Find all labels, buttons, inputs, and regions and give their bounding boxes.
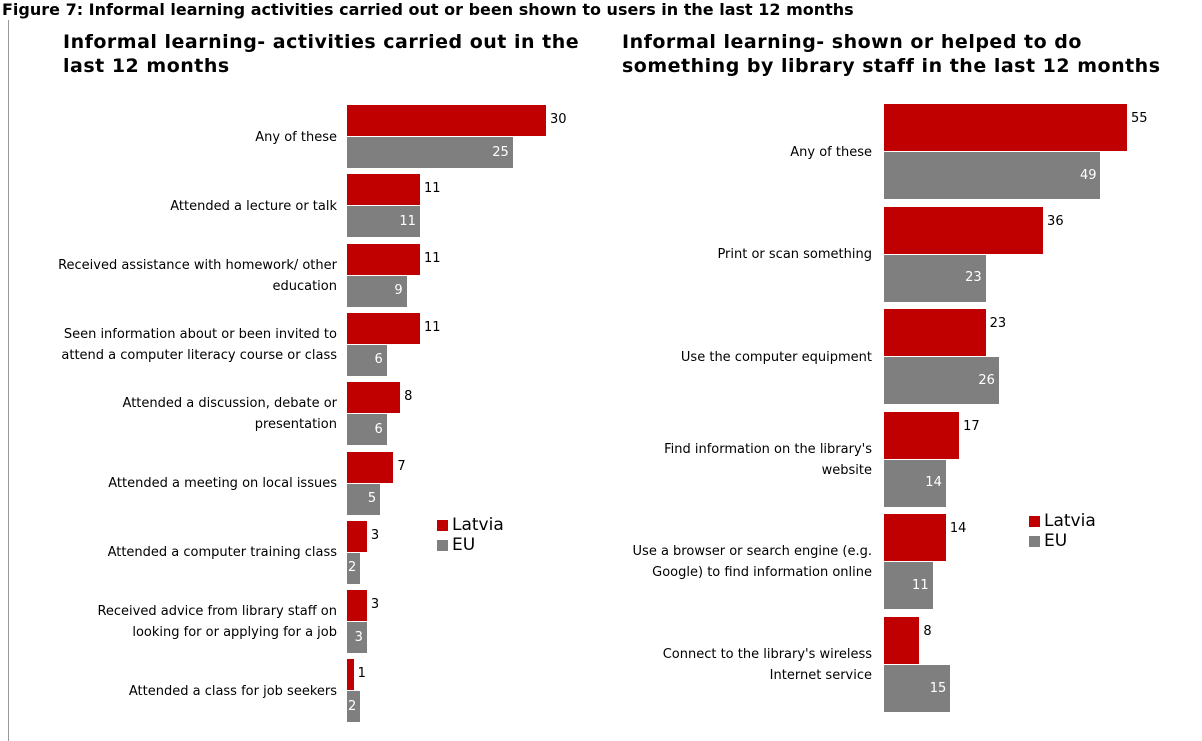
bar bbox=[347, 344, 387, 376]
legend-item: Latvia bbox=[437, 515, 504, 535]
value-label: 23 bbox=[965, 270, 982, 286]
value-label: 55 bbox=[1131, 111, 1148, 126]
bar bbox=[884, 254, 986, 302]
value-label: 11 bbox=[399, 213, 416, 229]
value-label: 2 bbox=[347, 560, 357, 576]
frame bbox=[8, 20, 9, 741]
value-label: 14 bbox=[925, 475, 942, 491]
category-label: Use a browser or search engine (e.g. Goo… bbox=[632, 544, 872, 581]
chart-title: Informal learning- activities carried ou… bbox=[63, 31, 580, 77]
bar bbox=[347, 622, 367, 654]
bar bbox=[884, 665, 951, 712]
value-label: 5 bbox=[367, 491, 377, 506]
bar bbox=[347, 552, 361, 584]
bar bbox=[884, 357, 999, 405]
category-label: Attended a discussion, debate or present… bbox=[122, 396, 337, 433]
chart-title: Informal learning- shown or helped to do… bbox=[622, 31, 1161, 77]
value-label: 3 bbox=[370, 527, 380, 543]
value-label: 2 bbox=[347, 698, 357, 714]
value-label: 6 bbox=[374, 352, 383, 368]
value-label: 3 bbox=[354, 629, 363, 645]
value-label: 3 bbox=[370, 597, 380, 613]
legend-item: Latvia bbox=[1029, 511, 1096, 531]
bar bbox=[884, 459, 946, 507]
value-label: 7 bbox=[397, 458, 406, 474]
bar bbox=[347, 414, 387, 446]
bar bbox=[347, 520, 367, 552]
bar bbox=[347, 382, 401, 414]
value-label: 36 bbox=[1047, 213, 1064, 229]
category-label: Attended a computer training class bbox=[107, 545, 337, 561]
legend-label: EU bbox=[452, 535, 476, 555]
category-label: Any of these bbox=[790, 144, 872, 160]
legend-swatch bbox=[1029, 515, 1040, 527]
bar bbox=[884, 562, 933, 610]
value-label: 11 bbox=[912, 577, 929, 593]
bar bbox=[884, 514, 946, 562]
value-label: 6 bbox=[374, 421, 383, 437]
category-label: Attended a lecture or talk bbox=[170, 198, 337, 214]
value-label: 11 bbox=[423, 181, 441, 197]
value-label: 25 bbox=[492, 144, 509, 160]
legend-label: EU bbox=[1044, 531, 1068, 551]
value-label: 8 bbox=[923, 624, 932, 639]
category-label: Find information on the library's websit… bbox=[664, 441, 872, 478]
bar bbox=[347, 590, 367, 622]
figure-title: Figure 7: Informal learning activities c… bbox=[2, 0, 854, 19]
category-label: Print or scan something bbox=[717, 247, 872, 263]
value-label: 11 bbox=[423, 250, 441, 266]
bar bbox=[884, 152, 1101, 199]
bar bbox=[884, 617, 920, 664]
bar bbox=[347, 483, 381, 515]
category-label: Use the computer equipment bbox=[680, 349, 872, 365]
bar bbox=[347, 137, 513, 168]
value-label: 30 bbox=[550, 112, 567, 127]
bar bbox=[884, 309, 986, 357]
legend-label: Latvia bbox=[452, 515, 504, 535]
value-label: 9 bbox=[394, 283, 403, 299]
bar bbox=[347, 275, 407, 307]
legend-item: EU bbox=[1029, 531, 1067, 551]
category-label: Connect to the library's wireless Intern… bbox=[662, 647, 872, 683]
bar bbox=[884, 411, 960, 459]
bar bbox=[347, 105, 546, 136]
legend-label: Latvia bbox=[1044, 511, 1096, 531]
category-label: Attended a class for job seekers bbox=[128, 683, 337, 699]
legend-swatch bbox=[437, 519, 448, 531]
value-label: 14 bbox=[949, 521, 967, 537]
legend-swatch bbox=[1029, 535, 1040, 547]
value-label: 23 bbox=[989, 316, 1007, 332]
category-label: Attended a meeting on local issues bbox=[108, 476, 337, 491]
value-label: 1 bbox=[357, 666, 366, 682]
category-label: Received assistance with homework/ other… bbox=[58, 257, 337, 294]
value-label: 26 bbox=[978, 372, 995, 388]
legend-swatch bbox=[437, 539, 448, 551]
bar bbox=[347, 659, 354, 691]
category-label: Received advice from library staff on lo… bbox=[97, 604, 337, 641]
value-label: 8 bbox=[404, 389, 413, 405]
bar bbox=[347, 174, 420, 206]
value-label: 15 bbox=[929, 680, 947, 696]
value-label: 17 bbox=[963, 418, 980, 434]
bar bbox=[347, 691, 361, 723]
bar bbox=[347, 451, 394, 483]
bar bbox=[347, 243, 420, 275]
value-label: 11 bbox=[423, 319, 441, 335]
category-label: Any of these bbox=[255, 129, 337, 145]
category-label: Seen information about or been invited t… bbox=[61, 326, 337, 363]
legend-item: EU bbox=[437, 535, 475, 555]
bar bbox=[884, 206, 1044, 254]
bar bbox=[347, 312, 420, 344]
bar bbox=[884, 104, 1127, 151]
bar bbox=[347, 206, 420, 238]
value-label: 49 bbox=[1079, 167, 1097, 183]
